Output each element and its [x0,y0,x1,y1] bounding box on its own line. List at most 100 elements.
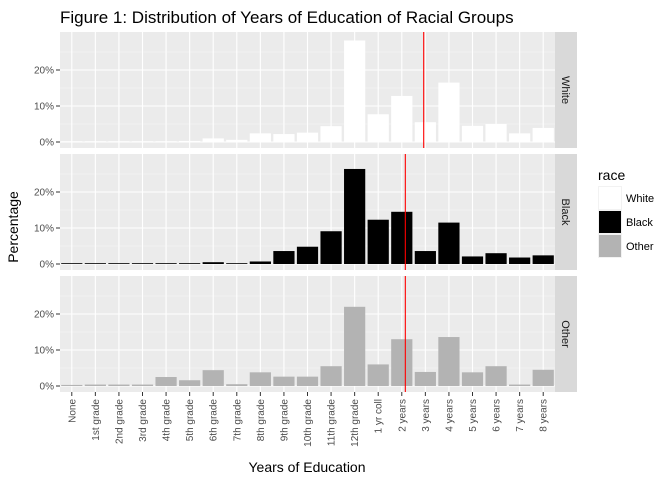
panel-white: 0% 10% 20% White [34,32,577,149]
bar-white-1st-grade [84,141,106,142]
x-tick-label: 8th grade [256,399,267,442]
bar-other-1st-grade [84,384,106,386]
x-tick-label: 5th grade [185,399,196,442]
bar-black-1-yr-coll [367,219,389,264]
bar-other-7-years [509,384,531,386]
x-tick-label: 4 years [444,399,455,432]
bar-white-7th-grade [226,139,248,142]
bar-black-6-years [485,253,507,264]
facet-panels: 0% 10% 20% White 0% 10% 20% Black 0% 10% 20% Other [34,32,577,393]
bar-black-9th-grade [273,251,295,264]
y-tick-label: 20% [34,310,54,321]
bar-black-2-years [391,211,413,264]
x-tick-label: 7 years [515,399,526,432]
bar-black-5th-grade [179,263,201,264]
bar-black-7-years [509,257,531,264]
bar-white-8-years [532,127,554,142]
bar-white-2-years [391,95,413,142]
bar-white-9th-grade [273,134,295,142]
x-tick-label: 6th grade [209,399,220,442]
legend-label: Black [626,217,653,229]
bar-black-10th-grade [296,246,319,264]
facet-strip [555,154,577,270]
x-tick-label: 1 yr coll [374,399,385,433]
facet-strip [555,276,577,392]
y-tick-label: 10% [34,346,54,357]
bar-other-5-years [461,372,484,386]
bar-white-12th-grade [344,40,366,143]
bar-black-none [61,263,83,264]
bar-other-4th-grade [155,377,177,386]
bar-other-1-yr-coll [367,364,389,386]
bar-white-2nd-grade [108,141,130,142]
bar-white-4th-grade [155,141,177,142]
bar-other-8th-grade [249,372,271,386]
legend-item-black: Black [598,210,653,234]
legend-key-swatch [599,235,621,257]
y-tick-label: 20% [34,188,54,199]
facet-strip [555,32,577,148]
y-tick-label: 0% [40,138,55,149]
bar-other-9th-grade [273,376,295,386]
bar-other-none [61,384,83,386]
y-tick-label: 10% [34,102,54,113]
x-tick-label: 2 years [397,399,408,432]
x-tick-label: None [67,399,78,423]
facet-strip-label: Other [559,320,571,348]
bar-other-2nd-grade [108,384,130,386]
bar-other-5th-grade [179,380,201,386]
x-tick-label: 4th grade [162,399,173,442]
y-tick-label: 10% [34,224,54,235]
legend-label: Other [626,241,654,253]
bar-black-8-years [532,255,554,264]
bar-other-4-years [438,337,460,386]
x-tick-label: 2nd grade [114,399,125,444]
bar-white-6th-grade [202,138,224,142]
bar-black-8th-grade [249,261,271,264]
facet-strip-label: Black [559,199,571,226]
x-tick-label: 6 years [492,399,503,432]
facet-strip-label: White [559,76,571,104]
bar-other-11th-grade [320,366,342,386]
bar-white-8th-grade [249,133,271,142]
x-axis: None 1st grade 2nd grade 3rd grade 4th grade… [67,392,550,447]
chart-title: Figure 1: Distribution of Years of Educa… [60,8,514,27]
x-tick-label: 9th grade [279,399,290,442]
bar-other-3rd-grade [131,384,154,386]
x-tick-label: 1st grade [91,399,102,441]
bar-black-12th-grade [344,168,366,264]
bar-white-4-years [438,82,460,142]
bar-black-4-years [438,222,460,264]
x-tick-label: 3rd grade [138,399,149,442]
x-tick-label: 5 years [468,399,479,432]
bar-other-10th-grade [296,376,319,386]
bar-white-3-years [414,122,436,142]
legend-key-swatch [599,187,621,209]
legend-key-swatch [599,211,621,233]
y-axis-label: Percentage [5,191,21,263]
legend-title: race [598,167,625,183]
legend-label: White [626,193,654,205]
x-tick-label: 12th grade [350,399,361,447]
bar-other-12th-grade [344,306,366,386]
y-tick-label: 0% [40,382,55,393]
x-tick-label: 3 years [421,399,432,432]
bar-other-3-years [414,371,436,386]
bar-white-5-years [461,125,484,142]
bar-white-5th-grade [179,140,201,142]
bar-other-8-years [532,369,554,386]
bar-black-7th-grade [226,263,248,264]
x-tick-label: 8 years [539,399,550,432]
bar-black-3rd-grade [131,263,154,264]
y-tick-label: 20% [34,66,54,77]
bar-other-2-years [391,339,413,386]
y-tick-label: 0% [40,260,55,271]
bar-black-2nd-grade [108,263,130,264]
legend-item-other: Other [598,234,654,258]
panel-other: 0% 10% 20% Other [34,276,577,393]
bar-black-1st-grade [84,263,106,264]
bar-white-6-years [485,124,507,142]
x-tick-label: 7th grade [232,399,243,442]
